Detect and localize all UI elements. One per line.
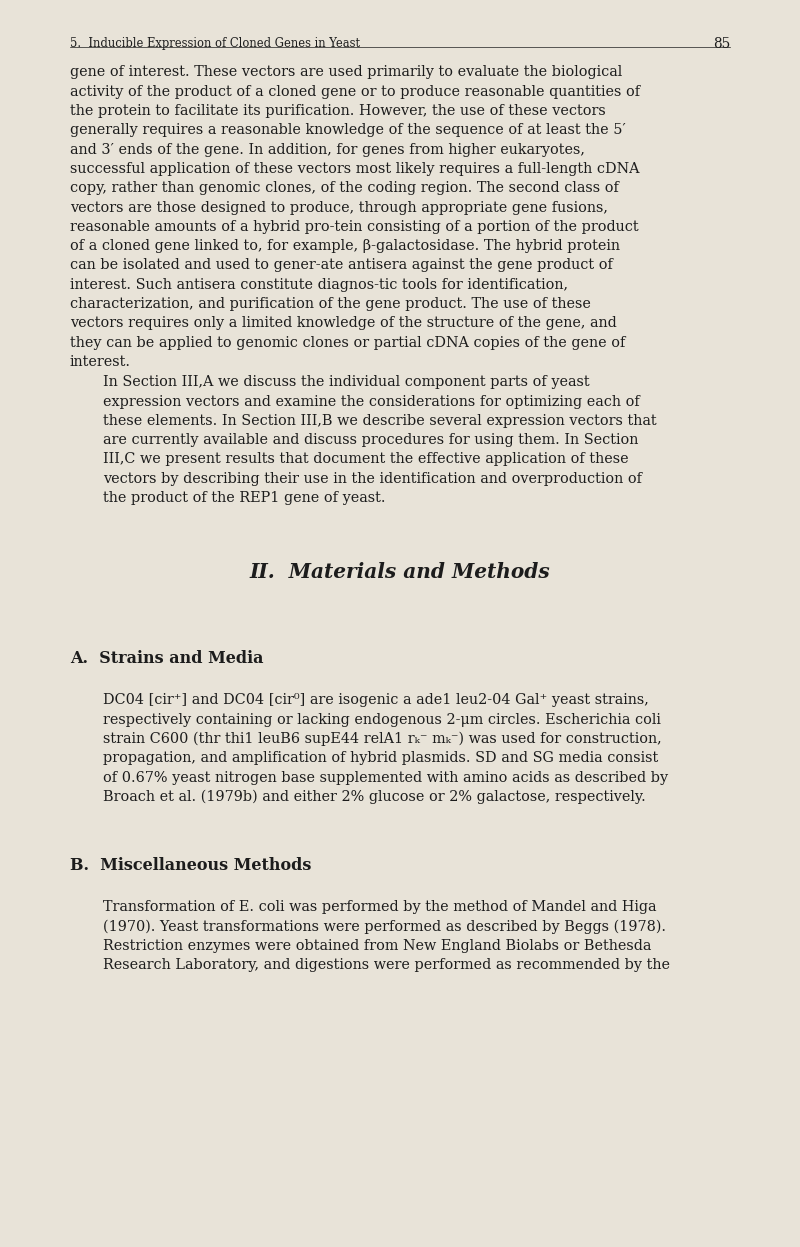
Text: A.  Strains and Media: A. Strains and Media xyxy=(70,651,263,667)
Text: these elements. In Section III,B we describe several expression vectors that: these elements. In Section III,B we desc… xyxy=(103,414,657,428)
Text: vectors are those designed to produce, through appropriate gene fusions,: vectors are those designed to produce, t… xyxy=(70,201,608,214)
Text: interest.: interest. xyxy=(70,355,131,369)
Text: generally requires a reasonable knowledge of the sequence of at least the 5′: generally requires a reasonable knowledg… xyxy=(70,123,626,137)
Text: Transformation of E. coli was performed by the method of Mandel and Higa: Transformation of E. coli was performed … xyxy=(103,900,657,914)
Text: vectors requires only a limited knowledge of the structure of the gene, and: vectors requires only a limited knowledg… xyxy=(70,317,617,330)
Text: of 0.67% yeast nitrogen base supplemented with amino acids as described by: of 0.67% yeast nitrogen base supplemente… xyxy=(103,771,668,784)
Text: interest. Such antisera constitute diagnos-tic tools for identification,: interest. Such antisera constitute diagn… xyxy=(70,278,568,292)
Text: gene of interest. These vectors are used primarily to evaluate the biological: gene of interest. These vectors are used… xyxy=(70,66,622,80)
Text: B.  Miscellaneous Methods: B. Miscellaneous Methods xyxy=(70,857,311,874)
Text: In Section III,A we discuss the individual component parts of yeast: In Section III,A we discuss the individu… xyxy=(103,375,590,389)
Text: (1970). Yeast transformations were performed as described by Beggs (1978).: (1970). Yeast transformations were perfo… xyxy=(103,919,666,934)
Text: successful application of these vectors most likely requires a full-length cDNA: successful application of these vectors … xyxy=(70,162,639,176)
Text: expression vectors and examine the considerations for optimizing each of: expression vectors and examine the consi… xyxy=(103,394,640,409)
Text: Restriction enzymes were obtained from New England Biolabs or Bethesda: Restriction enzymes were obtained from N… xyxy=(103,939,651,953)
Text: characterization, and purification of the gene product. The use of these: characterization, and purification of th… xyxy=(70,297,591,311)
Text: activity of the product of a cloned gene or to produce reasonable quantities of: activity of the product of a cloned gene… xyxy=(70,85,640,99)
Text: III,C we present results that document the effective application of these: III,C we present results that document t… xyxy=(103,453,629,466)
Text: they can be applied to genomic clones or partial cDNA copies of the gene of: they can be applied to genomic clones or… xyxy=(70,335,626,349)
Text: strain C600 (thr thi1 leuB6 supE44 relA1 rₖ⁻ mₖ⁻) was used for construction,: strain C600 (thr thi1 leuB6 supE44 relA1… xyxy=(103,732,662,747)
Text: respectively containing or lacking endogenous 2-μm circles. Escherichia coli: respectively containing or lacking endog… xyxy=(103,713,661,727)
Text: II.  Materials and Methods: II. Materials and Methods xyxy=(250,562,550,582)
Text: can be isolated and used to gener-ate antisera against the gene product of: can be isolated and used to gener-ate an… xyxy=(70,258,613,273)
Text: Broach et al. (1979b) and either 2% glucose or 2% galactose, respectively.: Broach et al. (1979b) and either 2% gluc… xyxy=(103,789,646,804)
Text: copy, rather than genomic clones, of the coding region. The second class of: copy, rather than genomic clones, of the… xyxy=(70,181,619,196)
Text: and 3′ ends of the gene. In addition, for genes from higher eukaryotes,: and 3′ ends of the gene. In addition, fo… xyxy=(70,142,585,157)
Text: vectors by describing their use in the identification and overproduction of: vectors by describing their use in the i… xyxy=(103,471,642,486)
Text: the protein to facilitate its purification. However, the use of these vectors: the protein to facilitate its purificati… xyxy=(70,104,606,118)
Text: reasonable amounts of a hybrid pro-tein consisting of a portion of the product: reasonable amounts of a hybrid pro-tein … xyxy=(70,219,638,234)
Text: 85: 85 xyxy=(713,36,730,50)
Text: 5.  Inducible Expression of Cloned Genes in Yeast: 5. Inducible Expression of Cloned Genes … xyxy=(70,36,360,50)
Text: DC04 [cir⁺] and DC04 [cir⁰] are isogenic a ade1 leu2-04 Gal⁺ yeast strains,: DC04 [cir⁺] and DC04 [cir⁰] are isogenic… xyxy=(103,693,649,707)
Text: of a cloned gene linked to, for example, β-galactosidase. The hybrid protein: of a cloned gene linked to, for example,… xyxy=(70,239,620,253)
Text: are currently available and discuss procedures for using them. In Section: are currently available and discuss proc… xyxy=(103,433,638,448)
Text: propagation, and amplification of hybrid plasmids. SD and SG media consist: propagation, and amplification of hybrid… xyxy=(103,751,658,766)
Text: the product of the REP1 gene of yeast.: the product of the REP1 gene of yeast. xyxy=(103,491,386,505)
Text: Research Laboratory, and digestions were performed as recommended by the: Research Laboratory, and digestions were… xyxy=(103,958,670,973)
